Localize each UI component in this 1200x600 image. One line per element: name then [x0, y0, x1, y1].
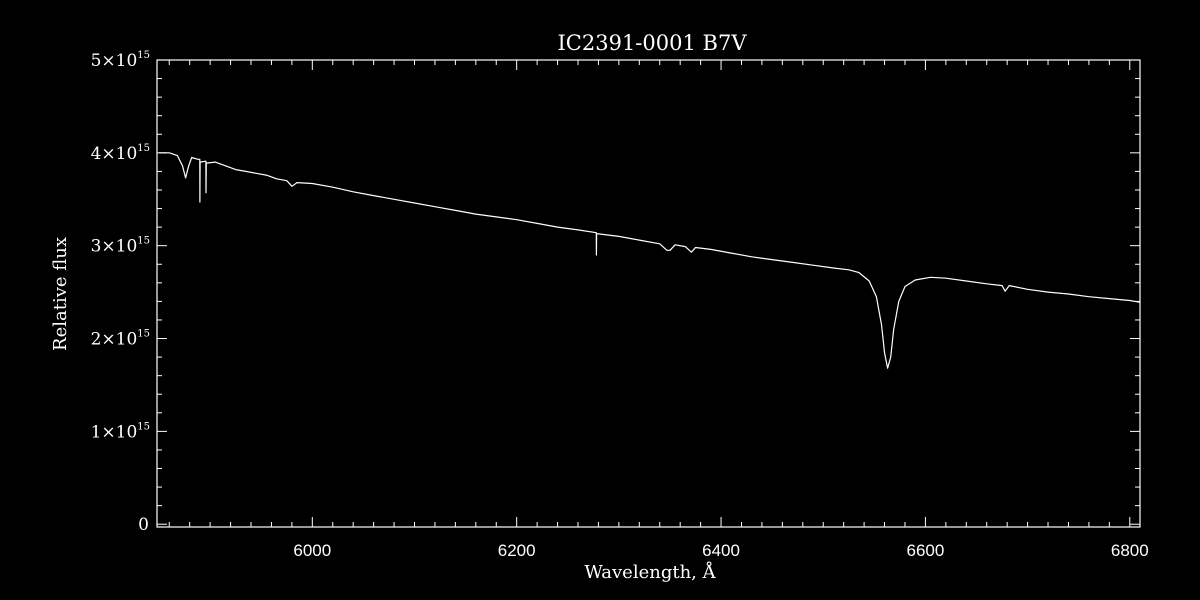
y-axis-label: Relative flux [50, 237, 71, 351]
plot-frame [156, 59, 1141, 528]
flux-line [159, 152, 1141, 369]
y-tick-label: 5×1015 [91, 50, 150, 71]
y-tick-label: 0 [138, 515, 149, 535]
chart-title: IC2391-0001 B7V [558, 31, 748, 55]
y-tick-labels: 0 1×1015 2×1015 3×1015 4×1015 5×1015 [91, 50, 150, 535]
y-tick-label: 1×1015 [91, 421, 150, 442]
y-tick-label: 2×1015 [91, 329, 150, 350]
x-tick-labels: 6000 6200 6400 6600 6800 [293, 541, 1148, 560]
x-tick-label: 6400 [702, 541, 740, 560]
x-tick-label: 6800 [1111, 541, 1149, 560]
y-tick-label: 3×1015 [91, 236, 150, 257]
x-tick-label: 6200 [498, 541, 536, 560]
y-tick-label: 4×1015 [91, 143, 150, 164]
axis-ticks [157, 59, 1140, 527]
x-tick-label: 6000 [293, 541, 331, 560]
x-tick-label: 6600 [907, 541, 945, 560]
x-axis-label: Wavelength, Å [584, 561, 716, 583]
